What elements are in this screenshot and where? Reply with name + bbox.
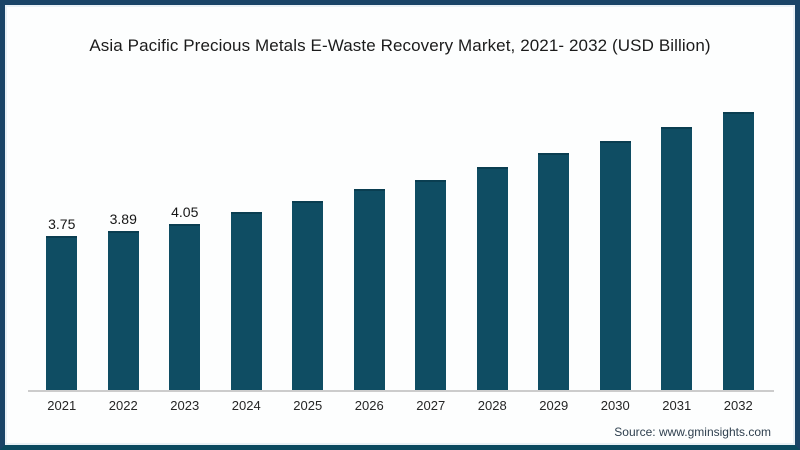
bar: [107, 230, 139, 390]
bar-value-label: 3.75: [48, 216, 76, 233]
x-axis-line: [28, 390, 774, 392]
bar-slot: [277, 103, 339, 390]
bars-row: 3.75 3.89 4.05: [31, 103, 769, 390]
bar: [230, 211, 262, 390]
x-axis-label: 2021: [47, 398, 77, 413]
bar-slot: [646, 103, 708, 390]
x-axis-label: 2028: [477, 398, 507, 413]
x-axis-label: 2029: [539, 398, 569, 413]
x-axis-label: 2023: [170, 398, 200, 413]
x-axis-label: 2027: [416, 398, 446, 413]
x-axis-label: 2030: [600, 398, 630, 413]
bar-slot: [400, 103, 462, 390]
bar: [353, 189, 385, 390]
bar-slot: 3.75: [31, 103, 93, 390]
x-axis-label: 2024: [231, 398, 261, 413]
x-axis-label: 2022: [108, 398, 138, 413]
x-axis-label: 2031: [662, 398, 692, 413]
bar-slot: [216, 103, 278, 390]
bar: [46, 236, 78, 390]
bar-slot: [585, 103, 647, 390]
bar: [169, 224, 201, 390]
bar-slot: 4.05: [154, 103, 216, 390]
bar: [538, 153, 570, 390]
x-axis-label: 2032: [723, 398, 753, 413]
bar: [476, 167, 508, 390]
bar-slot: [708, 103, 770, 390]
bar-slot: [462, 103, 524, 390]
bar: [599, 140, 631, 390]
bar-slot: 3.89: [93, 103, 155, 390]
bar-value-label: 3.89: [109, 210, 137, 227]
bar-slot: [339, 103, 401, 390]
bar-value-label: 4.05: [171, 204, 199, 220]
chart-title: Asia Pacific Precious Metals E-Waste Rec…: [89, 36, 711, 55]
x-axis-labels: 2021 2022 2023 2024 2025 2026 2027 2028 2029 2030…: [31, 398, 769, 413]
bar-slot: [523, 103, 585, 390]
x-axis-label: 2026: [354, 398, 384, 413]
bar: [722, 111, 754, 390]
plot-area: 3.75 3.89 4.05: [28, 103, 774, 392]
x-axis-label: 2025: [293, 398, 323, 413]
bar: [661, 126, 693, 390]
source-attribution: Source: www.gminsights.com: [614, 425, 771, 439]
bar: [415, 180, 447, 390]
bar: [292, 200, 324, 390]
